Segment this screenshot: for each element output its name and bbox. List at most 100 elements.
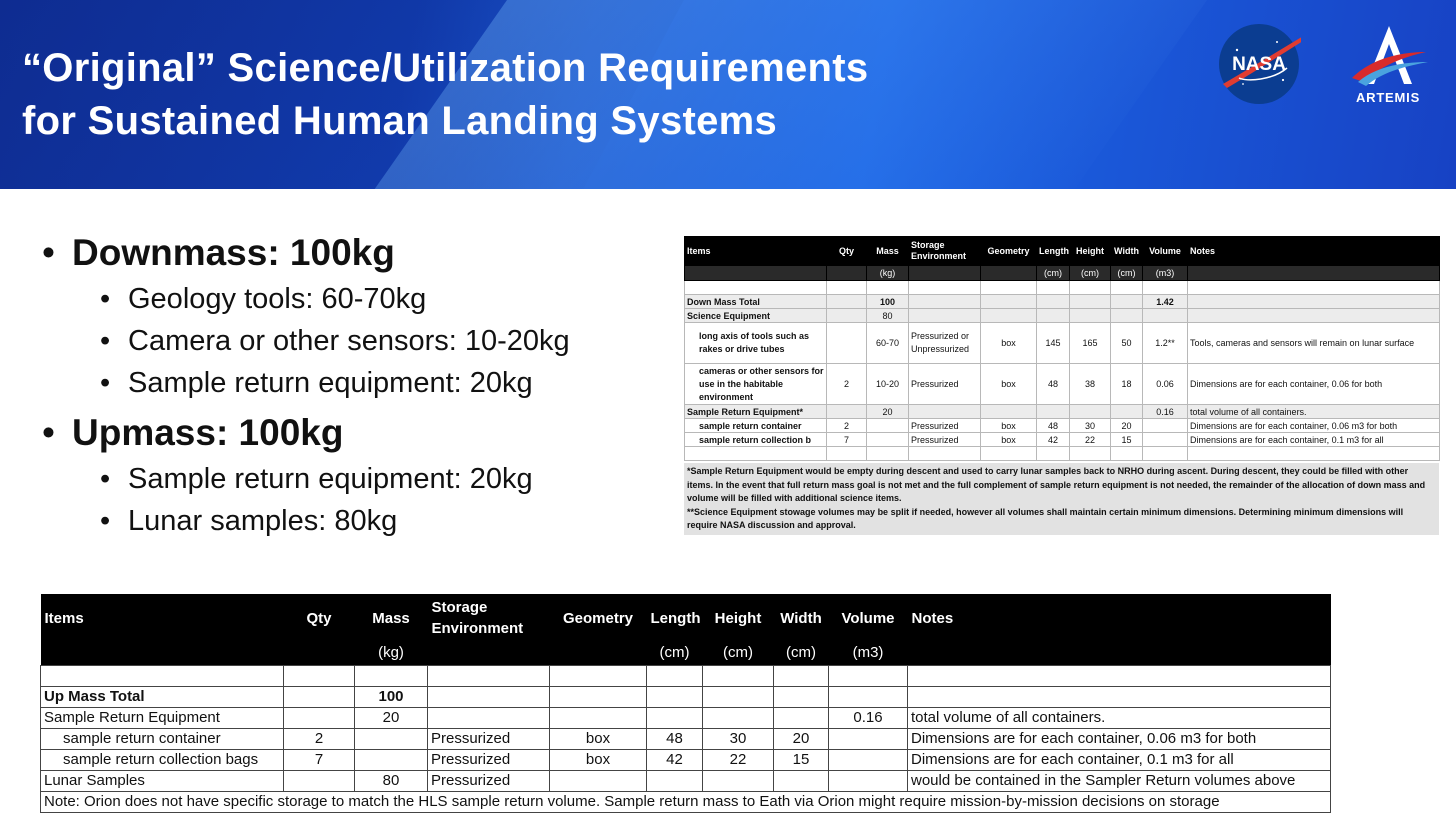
big-unit: (cm)	[646, 642, 703, 666]
big-header-qty: Qty	[283, 594, 355, 642]
small-unit	[980, 265, 1037, 281]
cell-width: 15	[773, 749, 829, 771]
cell-volume: 0.16	[1142, 404, 1188, 419]
cell-volume	[828, 728, 908, 750]
cell-width: 20	[773, 728, 829, 750]
small-unit	[684, 265, 827, 281]
cell-length	[646, 707, 703, 729]
cell-height	[702, 686, 774, 708]
table-row: sample return collection b 7 Pressurized…	[684, 432, 1440, 447]
cell-width: 18	[1110, 363, 1143, 405]
cell-geometry: box	[980, 432, 1037, 447]
cell-volume: 1.2**	[1142, 322, 1188, 364]
cell-item: sample return container	[40, 728, 284, 750]
downmass-table-image: Items Qty Mass Storage Environment Geome…	[684, 236, 1440, 535]
nasa-logo-icon: NASA	[1219, 24, 1301, 104]
cell-qty	[826, 294, 867, 309]
cell-mass: 60-70	[866, 322, 909, 364]
table-row: Lunar Samples 80 Pressurized would be co…	[40, 770, 1331, 792]
cell-height	[1069, 308, 1111, 323]
cell-item: Up Mass Total	[40, 686, 284, 708]
cell-notes: Dimensions are for each container, 0.06 …	[1187, 418, 1440, 433]
cell-notes: Dimensions are for each container, 0.1 m…	[907, 749, 1331, 771]
big-header-volume: Volume	[828, 594, 908, 642]
cell-storage	[427, 707, 550, 729]
big-unit: (m3)	[828, 642, 908, 666]
big-unit: (kg)	[354, 642, 428, 666]
cell-geometry: box	[549, 749, 647, 771]
cell-length	[646, 686, 703, 708]
small-unit: (cm)	[1110, 265, 1143, 281]
cell-storage: Pressurized	[908, 418, 981, 433]
small-header-width: Width	[1110, 236, 1143, 266]
table-row: Up Mass Total 100	[40, 686, 1331, 708]
cell-mass: 80	[354, 770, 428, 792]
table-row: sample return container 2 Pressurized bo…	[684, 418, 1440, 433]
cell-qty	[826, 322, 867, 364]
cell-width	[773, 707, 829, 729]
small-header-height: Height	[1069, 236, 1111, 266]
cell-storage: Pressurized	[427, 749, 550, 771]
cell-geometry: box	[980, 363, 1037, 405]
cell-geometry	[549, 707, 647, 729]
cell-qty: 7	[283, 749, 355, 771]
downmass-item: Geology tools: 60-70kg	[42, 278, 570, 320]
cell-storage: Pressurized	[908, 363, 981, 405]
table-row: Sample Return Equipment* 20 0.16 total v…	[684, 404, 1440, 419]
cell-length: 42	[1036, 432, 1070, 447]
big-header-mass: Mass	[354, 594, 428, 642]
cell-item: Science Equipment	[684, 308, 827, 323]
cell-width	[773, 770, 829, 792]
cell-width: 15	[1110, 432, 1143, 447]
table-row: Science Equipment 80	[684, 308, 1440, 323]
small-header-storage: Storage Environment	[908, 236, 981, 266]
big-unit: (cm)	[702, 642, 774, 666]
cell-item: Lunar Samples	[40, 770, 284, 792]
table-row: cameras or other sensors for use in the …	[684, 363, 1440, 405]
cell-item: sample return collection b	[684, 432, 827, 447]
note-sample-return: *Sample Return Equipment would be empty …	[687, 466, 1426, 503]
cell-notes: Tools, cameras and sensors will remain o…	[1187, 322, 1440, 364]
upmass-item: Lunar samples: 80kg	[42, 500, 570, 542]
cell-storage	[908, 404, 981, 419]
cell-height	[702, 707, 774, 729]
cell-volume: 1.42	[1142, 294, 1188, 309]
requirements-bullets: Downmass: 100kg Geology tools: 60-70kg C…	[42, 230, 570, 542]
cell-storage: Pressurized	[908, 432, 981, 447]
slide-title: “Original” Science/Utilization Requireme…	[22, 42, 868, 148]
big-unit	[40, 642, 284, 666]
cell-width	[1110, 308, 1143, 323]
cell-item: Sample Return Equipment	[40, 707, 284, 729]
small-header-items: Items	[684, 236, 827, 266]
cell-qty	[283, 770, 355, 792]
big-header-notes: Notes	[907, 594, 1331, 642]
cell-height	[1069, 294, 1111, 309]
upmass-bullet: Upmass: 100kg	[42, 410, 570, 456]
note-science-equipment: **Science Equipment stowage volumes may …	[687, 506, 1404, 531]
small-unit: (m3)	[1142, 265, 1188, 281]
downmass-item: Sample return equipment: 20kg	[42, 362, 570, 404]
cell-storage: Pressurized or Unpressurized	[908, 322, 981, 364]
cell-length	[1036, 404, 1070, 419]
upmass-item: Sample return equipment: 20kg	[42, 458, 570, 500]
cell-notes: Dimensions are for each container, 0.1 m…	[1187, 432, 1440, 447]
cell-mass: 20	[866, 404, 909, 419]
table-row	[40, 665, 1331, 687]
cell-item: Sample Return Equipment*	[684, 404, 827, 419]
cell-length: 145	[1036, 322, 1070, 364]
table-row: Sample Return Equipment 20 0.16 total vo…	[40, 707, 1331, 729]
cell-height: 30	[702, 728, 774, 750]
orion-storage-note: Note: Orion does not have specific stora…	[40, 791, 1331, 813]
small-header-length: Length	[1036, 236, 1070, 266]
small-header-volume: Volume	[1142, 236, 1188, 266]
cell-volume: 0.16	[828, 707, 908, 729]
cell-volume	[828, 749, 908, 771]
cell-item: long axis of tools such as rakes or driv…	[684, 322, 827, 364]
cell-notes	[1187, 308, 1440, 323]
cell-storage	[427, 686, 550, 708]
cell-height	[1069, 404, 1111, 419]
small-unit: (cm)	[1069, 265, 1111, 281]
table-row: Down Mass Total 100 1.42	[684, 294, 1440, 309]
cell-width: 50	[1110, 322, 1143, 364]
big-unit: (cm)	[773, 642, 829, 666]
